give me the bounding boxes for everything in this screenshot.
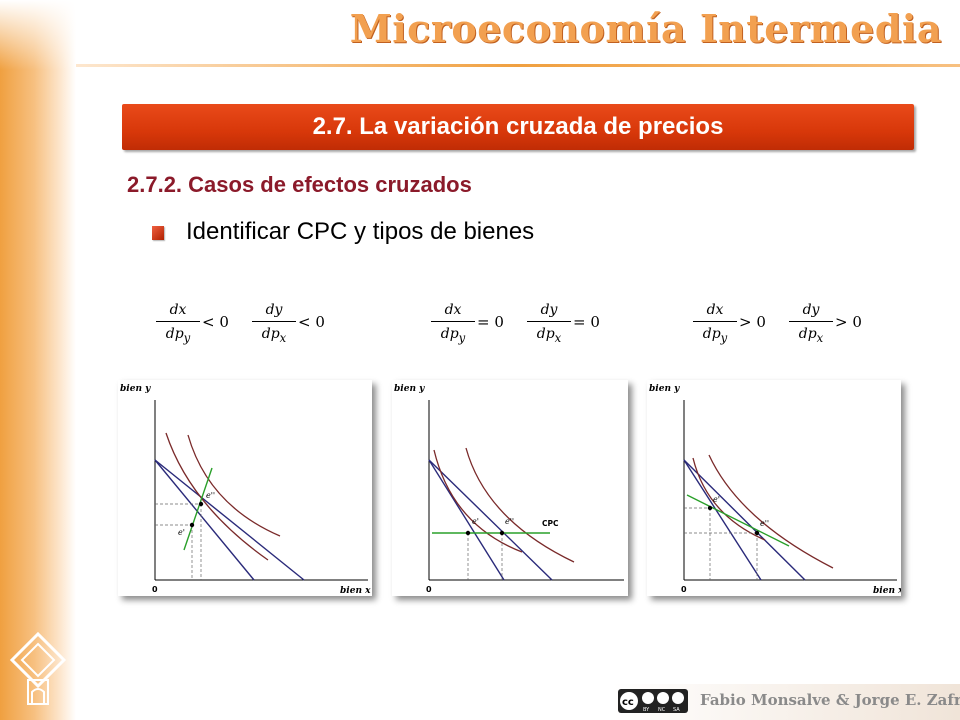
fraction-numerator: dx <box>444 302 462 318</box>
equilibrium-point-b <box>499 530 505 536</box>
university-emblem-icon <box>9 631 67 705</box>
formula-group-independent: dx dpy = 0 dy dpx = 0 <box>425 300 605 348</box>
footer-author: Fabio Monsalve & Jorge E. Zafrilla <box>700 691 960 709</box>
fraction-dx-dpy: dx dpy <box>687 300 743 345</box>
budget-line-initial <box>428 459 505 581</box>
indifference-curve-2 <box>465 447 575 563</box>
fraction-denominator: dpy <box>440 326 466 345</box>
creative-commons-badge: cc BY NC SA <box>618 689 688 713</box>
course-title: Microeconomía Intermedia <box>349 6 942 51</box>
equilibrium-point-b <box>754 530 760 536</box>
fraction-numerator: dy <box>265 302 283 318</box>
equilibrium-point-a <box>707 505 713 511</box>
fraction-numerator: dy <box>802 302 820 318</box>
chart-substitutes: bien y bien x 0 e' e'' <box>647 380 901 596</box>
x-axis-label: bien x <box>873 586 901 596</box>
section-banner-text: 2.7. La variación cruzada de precios <box>312 113 724 140</box>
fraction-denominator: dpy <box>165 326 191 345</box>
equilibrium-point-a <box>189 522 195 528</box>
fraction-denominator: dpx <box>536 326 562 345</box>
section-banner: 2.7. La variación cruzada de precios <box>122 104 914 150</box>
fraction-numerator: dx <box>169 302 187 318</box>
indifference-curve-1 <box>433 449 523 553</box>
indifference-curve-2 <box>187 434 281 537</box>
relation: = 0 <box>573 313 600 331</box>
subsection-title: 2.7.2. Casos de efectos cruzados <box>127 172 472 197</box>
cc-by-label: BY <box>643 707 650 713</box>
point-b-label: e'' <box>206 491 215 500</box>
svg-text:cc: cc <box>622 697 634 708</box>
fraction-dy-dpx: dy dpx <box>521 300 577 345</box>
bullet-text: Identificar CPC y tipos de bienes <box>186 218 535 245</box>
origin-label: 0 <box>152 585 158 594</box>
x-axis-label: bien x <box>340 586 371 596</box>
fraction-denominator: dpy <box>702 326 728 345</box>
left-bar-fade <box>0 0 76 70</box>
point-a-label: e' <box>713 495 720 504</box>
fraction-dy-dpx: dy dpx <box>246 300 302 345</box>
cc-license-icon: cc BY NC SA <box>620 692 684 713</box>
indifference-curve-1 <box>692 457 766 541</box>
fraction-numerator: dy <box>540 302 558 318</box>
cpc-label: CPC <box>542 519 559 528</box>
chart-independent: bien y 0 e' e'' CPC <box>392 380 628 596</box>
cc-sa-label: SA <box>673 707 680 713</box>
bullet-icon <box>152 226 164 240</box>
fraction-denominator: dpx <box>798 326 824 345</box>
fraction-numerator: dx <box>706 302 724 318</box>
point-a-label: e' <box>472 517 479 526</box>
fraction-dx-dpy: dx dpy <box>150 300 206 345</box>
chart-complements: bien y bien x 0 e'' e' <box>118 380 372 596</box>
relation: > 0 <box>835 313 862 331</box>
point-a-label: e' <box>178 528 185 537</box>
relation: < 0 <box>298 313 325 331</box>
indifference-curve-2 <box>708 454 834 569</box>
budget-line-initial <box>154 459 255 581</box>
formula-group-complements: dx dpy < 0 dy dpx < 0 <box>150 300 330 348</box>
y-axis-label: bien y <box>394 384 425 394</box>
y-axis-label: bien y <box>649 384 680 394</box>
point-b-label: e'' <box>760 519 769 528</box>
origin-label: 0 <box>681 585 687 594</box>
budget-line-final <box>428 459 553 581</box>
left-decorative-bar <box>0 0 76 720</box>
fraction-denominator: dpx <box>261 326 287 345</box>
budget-line-final <box>154 459 305 581</box>
budget-line-initial <box>683 459 762 581</box>
indifference-curve-1 <box>165 432 269 561</box>
relation: > 0 <box>739 313 766 331</box>
fraction-dy-dpx: dy dpx <box>783 300 839 345</box>
cc-nc-label: NC <box>658 707 666 713</box>
budget-line-final <box>683 459 806 581</box>
relation: = 0 <box>477 313 504 331</box>
formula-group-substitutes: dx dpy > 0 dy dpx > 0 <box>687 300 867 348</box>
relation: < 0 <box>202 313 229 331</box>
header-rule <box>76 64 960 67</box>
origin-label: 0 <box>426 585 432 594</box>
cpc-line <box>686 494 790 547</box>
y-axis-label: bien y <box>120 384 151 394</box>
point-b-label: e'' <box>505 517 514 526</box>
cpc-line <box>183 467 213 551</box>
equilibrium-point-a <box>465 530 471 536</box>
equilibrium-point-b <box>198 501 204 507</box>
fraction-dx-dpy: dx dpy <box>425 300 481 345</box>
